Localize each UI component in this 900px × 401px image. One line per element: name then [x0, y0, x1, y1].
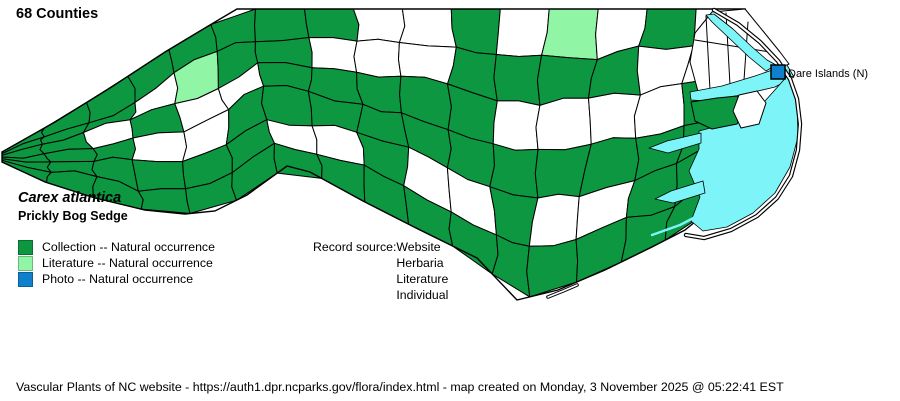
state-outline-path [1, 8, 746, 301]
county-shape [254, 8, 310, 43]
county-shape [528, 193, 580, 247]
legend-item-photo: Photo -- Natural occurrence [18, 271, 215, 287]
county-shape [541, 8, 599, 61]
dare-islands-label: Dare Islands (N) [788, 68, 868, 80]
legend-item-literature: Literature -- Natural occurrence [18, 255, 215, 271]
core-sound-water [650, 201, 715, 237]
county-shape [638, 8, 697, 50]
county-line [694, 39, 771, 53]
record-source-label: Record source: [313, 240, 397, 254]
county-polygons [1, 8, 746, 298]
species-block: Carex atlantica Prickly Bog Sedge [18, 190, 128, 223]
currituck-sound-water [705, 13, 777, 72]
oak-island-strip [547, 284, 578, 298]
collection-swatch [18, 239, 33, 255]
pamlico-river-water [648, 132, 702, 154]
photo-swatch [18, 271, 33, 287]
coastal-features [546, 7, 803, 299]
state-border [1, 8, 746, 301]
county-count-title: 68 Counties [16, 6, 99, 22]
county-shape [352, 8, 406, 43]
outer-banks-strip [684, 8, 802, 240]
legend-label: Photo -- Natural occurrence [42, 272, 194, 286]
dare-islands-annotation: Dare Islands (N) [770, 64, 868, 80]
legend-label: Collection -- Natural occurrence [42, 240, 215, 254]
county-shape [131, 159, 187, 192]
record-source-value: Individual [396, 288, 449, 302]
literature-swatch [18, 255, 33, 271]
county-shape [304, 8, 360, 42]
county-shape [353, 38, 402, 78]
county-shape [398, 8, 457, 48]
common-name: Prickly Bog Sedge [18, 209, 128, 223]
legend-label: Literature -- Natural occurrence [42, 256, 213, 270]
footer-credit: Vascular Plants of NC website - https://… [16, 380, 784, 394]
record-source-value: Website [396, 240, 441, 254]
neuse-river-water [654, 180, 706, 204]
county-shape [588, 92, 641, 145]
record-source: Record source: Website Herbaria Literatu… [313, 239, 448, 303]
county-shape [131, 131, 188, 163]
dare-mainland [732, 90, 767, 129]
county-shape [493, 54, 543, 106]
county-shape [495, 8, 550, 57]
scientific-name: Carex atlantica [18, 190, 122, 206]
record-source-value: Literature [396, 272, 449, 286]
county-shape [308, 37, 358, 73]
legend: Collection -- Natural occurrence Literat… [18, 239, 215, 287]
legend-item-collection: Collection -- Natural occurrence [18, 239, 215, 255]
county-line [705, 15, 711, 91]
county-shape [492, 100, 541, 151]
record-source-values: Website Herbaria Literature Individual [396, 239, 448, 303]
record-source-value: Herbaria [396, 256, 444, 270]
county-shape [535, 97, 592, 151]
photo-occurrence-marker [770, 64, 786, 80]
